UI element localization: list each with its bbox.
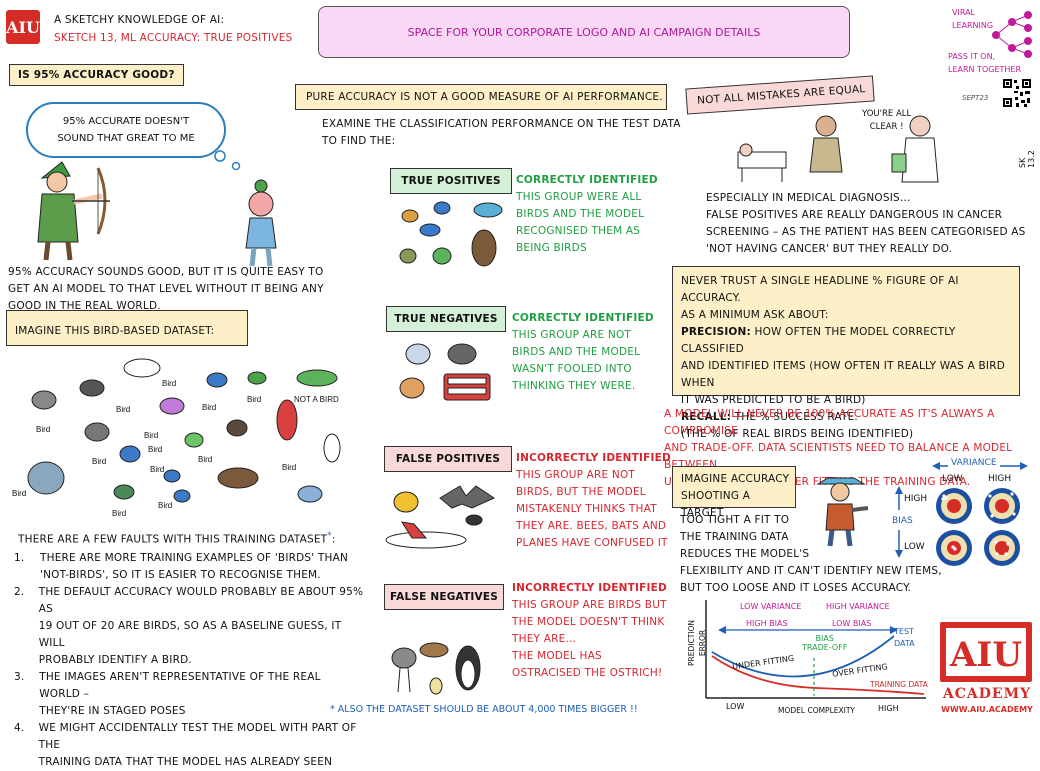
bias-tradeoff-label: Bias Trade-off [802,634,848,652]
variance-low: Low [942,474,963,484]
bias-label: Bias [892,516,913,526]
bird-tag: Bird [158,501,172,510]
false-negatives-label: False Negatives [384,584,504,610]
high-bias-label: High bias [744,619,790,628]
false-positives-label: False Positives [384,446,512,472]
fault-item: 1. There are more training examples of '… [14,552,349,581]
apple-head-character [245,179,277,267]
low-variance-label: Low variance [740,602,802,611]
bird-tag: Bird [247,395,261,404]
sketch-subtitle: Sketch 13, ML Accuracy: True Positives [54,32,293,44]
x-axis-label: Model complexity [778,706,856,715]
bird-tag: Bird [12,489,26,498]
fit-paragraph: Too tight a fit to the training data reduc… [680,514,942,594]
variance-label: Variance [948,458,1000,468]
test-error-curve [711,635,895,678]
footnote: * Also the dataset should be about 4,000… [330,704,638,715]
false-positives-text: Incorrectly Identified This group are no… [516,452,671,549]
accuracy-paragraph: 95% accuracy sounds good, but it is quit… [8,266,324,312]
not-a-bird-tag: Not a bird [294,395,339,404]
training-error-curve [711,655,925,695]
aiu-logo: AIU [6,10,40,44]
bias-low: Low [904,542,925,552]
true-positives-label: True Positives [390,168,512,194]
bird-tag: Bird [150,465,164,474]
fault-item: 2. The default accuracy would probably b… [14,586,364,666]
target-low-var-high-bias [936,488,972,524]
target-label: Imagine accuracy shooting a target [672,466,796,519]
cowboy-illustration [816,477,869,547]
viral-learning: Viral Learning [952,8,994,30]
aiu-academy-logo: AIU [940,622,1032,682]
compromise-paragraph: A model will never be 100% accurate as i… [664,408,1013,488]
sketch-code: SK 13.2 [1018,150,1036,168]
low-bias-label: Low bias [830,619,874,628]
bird-tag: Bird [112,509,126,518]
false-positive-objects [385,485,496,549]
bird-tag: Bird [92,457,106,466]
target-high-var-low-bias [984,530,1020,566]
doctor-patient-illustration [737,115,939,183]
fault-item: 4. We might accidentally test the model … [14,722,357,768]
x-axis-low: Low [726,702,745,711]
bird-tag: Bird [36,425,50,434]
true-positive-birds [399,201,503,267]
bird-tag: Bird [198,455,212,464]
bias-variance-diagram [705,600,926,699]
academy-wordmark: Academy [942,686,1032,702]
bird-tag: Bird [282,463,296,472]
false-negative-birds [391,642,481,695]
archer-illustration [37,161,110,261]
variance-high: High [988,474,1012,484]
academy-url[interactable]: www.aiu.academy [941,705,1033,714]
true-negatives-label: True Negatives [386,306,506,332]
bird-tag: Bird [144,431,158,440]
pass-it-on: Pass it on, Learn together [948,52,1022,74]
accuracy-targets [936,488,1020,566]
qr-code-icon [1002,78,1032,108]
bird-tag: Bird [116,405,130,414]
thought-bubble: 95% accurate doesn't sound that great to … [26,102,226,158]
training-data-label: Training data [870,680,928,689]
fault-item: 3. The images aren't representative of t… [14,671,321,717]
question-label: Is 95% accuracy good? [9,64,184,86]
false-negatives-text: Incorrectly Identified This group are bi… [512,582,667,679]
target-low-var-low-bias [936,530,972,566]
bias-arrow [895,486,903,558]
faults-intro: There are a few faults with this trainin… [18,531,336,546]
bird-tag: Bird [162,379,176,388]
thought-dots [214,150,241,171]
dataset-label: Imagine this bird-based dataset: [6,310,248,346]
network-icon [992,11,1032,58]
true-negative-animals [399,343,491,401]
bird-tag: Bird [202,403,216,412]
middle-intro: Examine the classification performance o… [322,118,681,147]
y-axis-label: Prediction Error [687,619,707,666]
target-high-var-high-bias [984,488,1020,524]
faults-list: 1. There are more training examples of '… [14,550,364,771]
sponsor-banner: Space for your corporate logo and AI cam… [318,6,850,58]
test-data-label: Test data [894,627,915,648]
true-negatives-text: Correctly Identified This group are not b… [512,312,654,392]
bias-high: High [904,494,928,504]
doctor-speech: You're all clear ! [862,109,912,132]
medical-paragraph: Especially in medical diagnosis… False po… [706,192,1026,255]
signature: Sept23 [962,94,989,102]
mistakes-label: Not all mistakes are equal [685,75,875,115]
aiu-logo-text: AIU [949,635,1022,675]
bird-dataset-illustration: Bird Bird Bird Bird Bird Bird Bird Bird … [12,358,341,518]
trust-box: Never trust a single headline % figure o… [672,266,1020,440]
x-axis-high: High [878,704,899,713]
high-variance-label: High variance [826,602,890,611]
bird-tag: Bird [148,445,162,454]
true-positives-text: Correctly Identified This group were all… [516,174,658,254]
series-title: A sketchy knowledge of AI: [54,14,225,26]
middle-title: Pure accuracy is not a good measure of A… [295,84,667,110]
